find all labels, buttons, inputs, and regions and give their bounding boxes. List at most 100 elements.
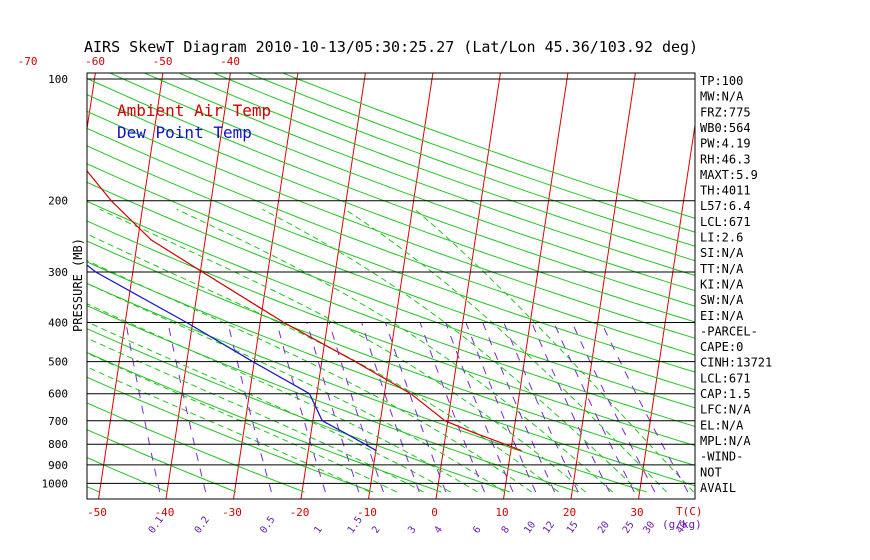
dew-point-temp-line xyxy=(87,264,377,452)
stat-tp-100: TP:100 xyxy=(700,74,743,88)
isotherm-line xyxy=(368,73,434,499)
isotherm-line xyxy=(0,63,29,499)
mixing-ratio-label: 1 xyxy=(312,524,324,535)
mixing-ratio-label: 3 xyxy=(406,524,418,535)
mixing-ratio-line xyxy=(328,322,384,493)
stat-lcl-671: LCL:671 xyxy=(700,215,751,229)
top-temp-tick-label: -50 xyxy=(153,55,173,68)
stat-wb0-564: WB0:564 xyxy=(700,121,751,135)
isotherm-line xyxy=(165,73,231,499)
isotherm-line xyxy=(570,73,636,499)
stat-l57-6-4: L57:6.4 xyxy=(700,199,751,213)
dry-adiabat-line xyxy=(87,181,695,409)
saturated-adiabat-line xyxy=(262,208,640,493)
dry-adiabat-line xyxy=(87,376,374,493)
stat-ei-n-a: EI:N/A xyxy=(700,309,744,323)
bottom-temp-tick-label: -50 xyxy=(87,506,107,519)
isotherm-line xyxy=(503,73,569,499)
mixing-ratio-line xyxy=(419,322,485,493)
dry-adiabat-line xyxy=(87,94,695,323)
dry-adiabat-line xyxy=(87,163,695,391)
legend-dew-point-temp: Dew Point Temp xyxy=(117,123,252,142)
dry-adiabat-line xyxy=(177,73,695,262)
pressure-tick-label: 800 xyxy=(48,438,68,451)
mixing-ratio-line xyxy=(600,322,689,493)
dry-adiabat-line xyxy=(143,73,695,277)
mixing-ratio-line xyxy=(571,322,656,493)
mixing-ratio-line xyxy=(361,322,420,493)
mixing-ratio-label: 0.2 xyxy=(193,515,212,536)
bottom-temp-tick-label: 20 xyxy=(563,506,576,519)
mixing-ratio-line xyxy=(276,322,326,493)
pressure-tick-label: 400 xyxy=(48,316,68,329)
stat-parcel: -PARCEL- xyxy=(700,324,758,338)
saturated-adiabat-line xyxy=(87,321,451,493)
stat-frz-775: FRZ:775 xyxy=(700,105,751,119)
mixing-ratio-line xyxy=(306,322,360,493)
bottom-temp-tick-label: -30 xyxy=(222,506,242,519)
mixing-ratio-line xyxy=(503,322,579,493)
dew-point-temp-line xyxy=(87,169,522,452)
pressure-tick-label: 500 xyxy=(48,356,68,369)
dry-adiabat-line xyxy=(87,261,695,487)
mixing-ratio-line xyxy=(465,322,537,493)
stat-lfc-n-a: LFC:N/A xyxy=(700,403,751,417)
stat-tt-n-a: TT:N/A xyxy=(700,262,744,276)
stat-th-4011: TH:4011 xyxy=(700,184,751,198)
mixing-ratio-label: 4 xyxy=(433,524,445,535)
dry-adiabat-line xyxy=(87,200,695,428)
mixing-ratio-label: 10 xyxy=(522,520,538,536)
mixing-ratio-label: 20 xyxy=(596,520,612,536)
stat-mpl-n-a: MPL:N/A xyxy=(700,434,751,448)
pressure-tick-label: 300 xyxy=(48,266,68,279)
top-temp-tick-label: -60 xyxy=(85,55,105,68)
sounding-profiles xyxy=(87,169,522,452)
grid-lines xyxy=(0,61,695,499)
dry-adiabat-line xyxy=(87,351,442,493)
dry-adiabat-line xyxy=(0,61,31,493)
dry-adiabat-line xyxy=(87,240,695,466)
top-temp-tick-label: -70 xyxy=(18,55,38,68)
mixing-ratio-line xyxy=(384,322,447,493)
mixing-ratio-line xyxy=(227,322,272,493)
bottom-temp-tick-labels: -50 -40 -30 -20 -10 0 10 20 30 xyxy=(87,506,644,519)
dry-adiabat-line xyxy=(247,73,695,233)
isotherm-line xyxy=(638,121,695,499)
isotherm-line xyxy=(300,73,366,499)
mixing-ratio-line xyxy=(125,322,161,493)
mixing-ratio-label: 15 xyxy=(565,520,581,536)
saturated-adiabat-line xyxy=(87,337,424,493)
saturated-adiabat-line xyxy=(87,303,478,493)
mixing-ratio-line xyxy=(482,322,556,493)
temperature-unit: T(C) xyxy=(676,505,703,518)
mixing-ratio-label: 30 xyxy=(641,520,657,536)
saturated-adiabat-line xyxy=(99,208,586,493)
pressure-tick-label: 600 xyxy=(48,388,68,401)
chart-title: AIRS SkewT Diagram 2010-10-13/05:30:25.2… xyxy=(84,38,698,56)
stat-mw-n-a: MW:N/A xyxy=(700,90,744,104)
stat-ki-n-a: KI:N/A xyxy=(700,277,744,291)
dry-adiabat-line xyxy=(87,305,579,493)
pressure-tick-label: 700 xyxy=(48,415,68,428)
mixing-ratio-label: 2 xyxy=(370,524,382,535)
dry-adiabat-line xyxy=(87,77,695,307)
bottom-temp-tick-label: 0 xyxy=(431,506,438,519)
stat-lcl-671: LCL:671 xyxy=(700,371,751,385)
stat-si-n-a: SI:N/A xyxy=(700,246,744,260)
mixing-ratio-label: 8 xyxy=(500,524,512,535)
pressure-tick-label: 200 xyxy=(48,195,68,208)
saturated-adiabat-line xyxy=(87,259,532,493)
stat-maxt-5-9: MAXT:5.9 xyxy=(700,168,758,182)
dry-adiabat-line xyxy=(87,145,695,373)
pressure-tick-label: 1000 xyxy=(42,477,69,490)
mixing-ratio-line xyxy=(531,322,610,493)
stat-avail: AVAIL xyxy=(700,481,736,495)
saturated-adiabat-line xyxy=(87,282,505,493)
y-axis-label: PRESSURE (MB) xyxy=(71,238,85,332)
isobar-lines xyxy=(87,78,695,484)
dry-adiabat-line xyxy=(87,328,511,493)
mixing-ratio-label: 12 xyxy=(541,520,557,536)
saturated-adiabat-line xyxy=(176,208,613,493)
